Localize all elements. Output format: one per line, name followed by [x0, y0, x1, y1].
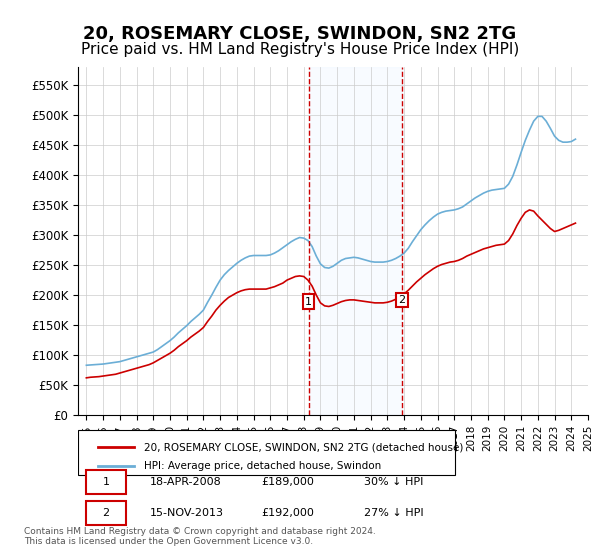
Text: 2: 2: [398, 295, 406, 305]
Text: 20, ROSEMARY CLOSE, SWINDON, SN2 2TG (detached house): 20, ROSEMARY CLOSE, SWINDON, SN2 2TG (de…: [145, 442, 464, 452]
Text: 27% ↓ HPI: 27% ↓ HPI: [364, 508, 423, 517]
Text: £192,000: £192,000: [262, 508, 314, 517]
FancyBboxPatch shape: [78, 430, 455, 475]
Text: 15-NOV-2013: 15-NOV-2013: [149, 508, 223, 517]
Text: HPI: Average price, detached house, Swindon: HPI: Average price, detached house, Swin…: [145, 461, 382, 471]
Text: 1: 1: [103, 477, 110, 487]
Bar: [308, 67, 402, 415]
Text: Price paid vs. HM Land Registry's House Price Index (HPI): Price paid vs. HM Land Registry's House …: [81, 42, 519, 57]
Text: 20, ROSEMARY CLOSE, SWINDON, SN2 2TG: 20, ROSEMARY CLOSE, SWINDON, SN2 2TG: [83, 25, 517, 43]
Text: Contains HM Land Registry data © Crown copyright and database right 2024.
This d: Contains HM Land Registry data © Crown c…: [24, 526, 376, 546]
Text: £189,000: £189,000: [262, 477, 314, 487]
Text: 2: 2: [103, 508, 110, 517]
FancyBboxPatch shape: [86, 470, 127, 494]
FancyBboxPatch shape: [86, 501, 127, 525]
Text: 1: 1: [305, 297, 312, 307]
Text: 30% ↓ HPI: 30% ↓ HPI: [364, 477, 423, 487]
Text: 18-APR-2008: 18-APR-2008: [149, 477, 221, 487]
